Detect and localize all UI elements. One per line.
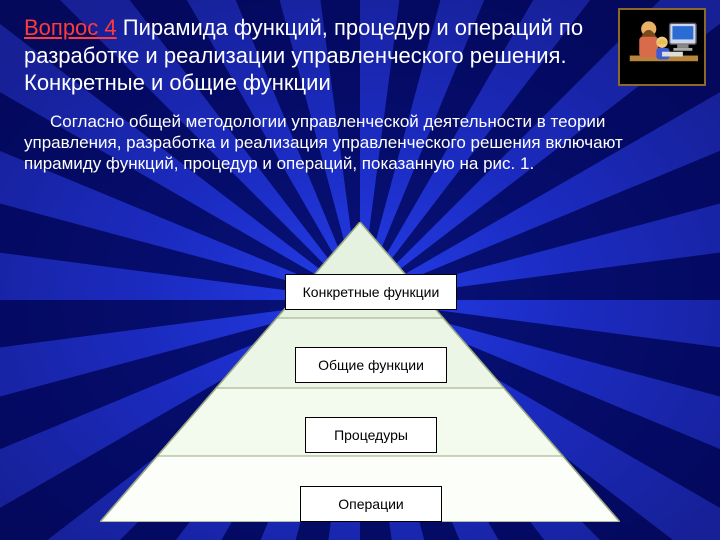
pyramid-level-box: Операции <box>300 486 442 522</box>
pyramid-container: Конкретные функции Общие функции Процедуры… <box>0 222 720 540</box>
pyramid-level-label: Процедуры <box>334 427 408 443</box>
pyramid-diagram: Конкретные функции Общие функции Процедуры… <box>100 222 620 522</box>
pyramid-level-label: Операции <box>338 496 404 512</box>
body-paragraph: Согласно общей методологии управленческо… <box>0 97 720 175</box>
title-block: Вопрос 4 Пирамида функций, процедур и оп… <box>0 0 720 97</box>
pyramid-level-box: Общие функции <box>295 347 447 383</box>
question-label: Вопрос 4 <box>24 15 117 40</box>
slide-title: Вопрос 4 Пирамида функций, процедур и оп… <box>24 14 610 97</box>
pyramid-level-box: Процедуры <box>305 417 437 453</box>
pyramid-level-label: Конкретные функции <box>303 284 440 300</box>
pyramid-level-box: Конкретные функции <box>285 274 457 310</box>
pyramid-level-label: Общие функции <box>318 357 424 373</box>
slide: Вопрос 4 Пирамида функций, процедур и оп… <box>0 0 720 540</box>
